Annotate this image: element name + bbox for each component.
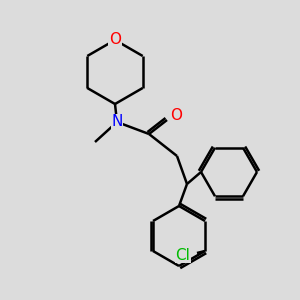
Text: N: N — [111, 115, 123, 130]
Text: O: O — [109, 32, 121, 47]
Text: Cl: Cl — [176, 248, 190, 262]
Text: O: O — [170, 107, 182, 122]
